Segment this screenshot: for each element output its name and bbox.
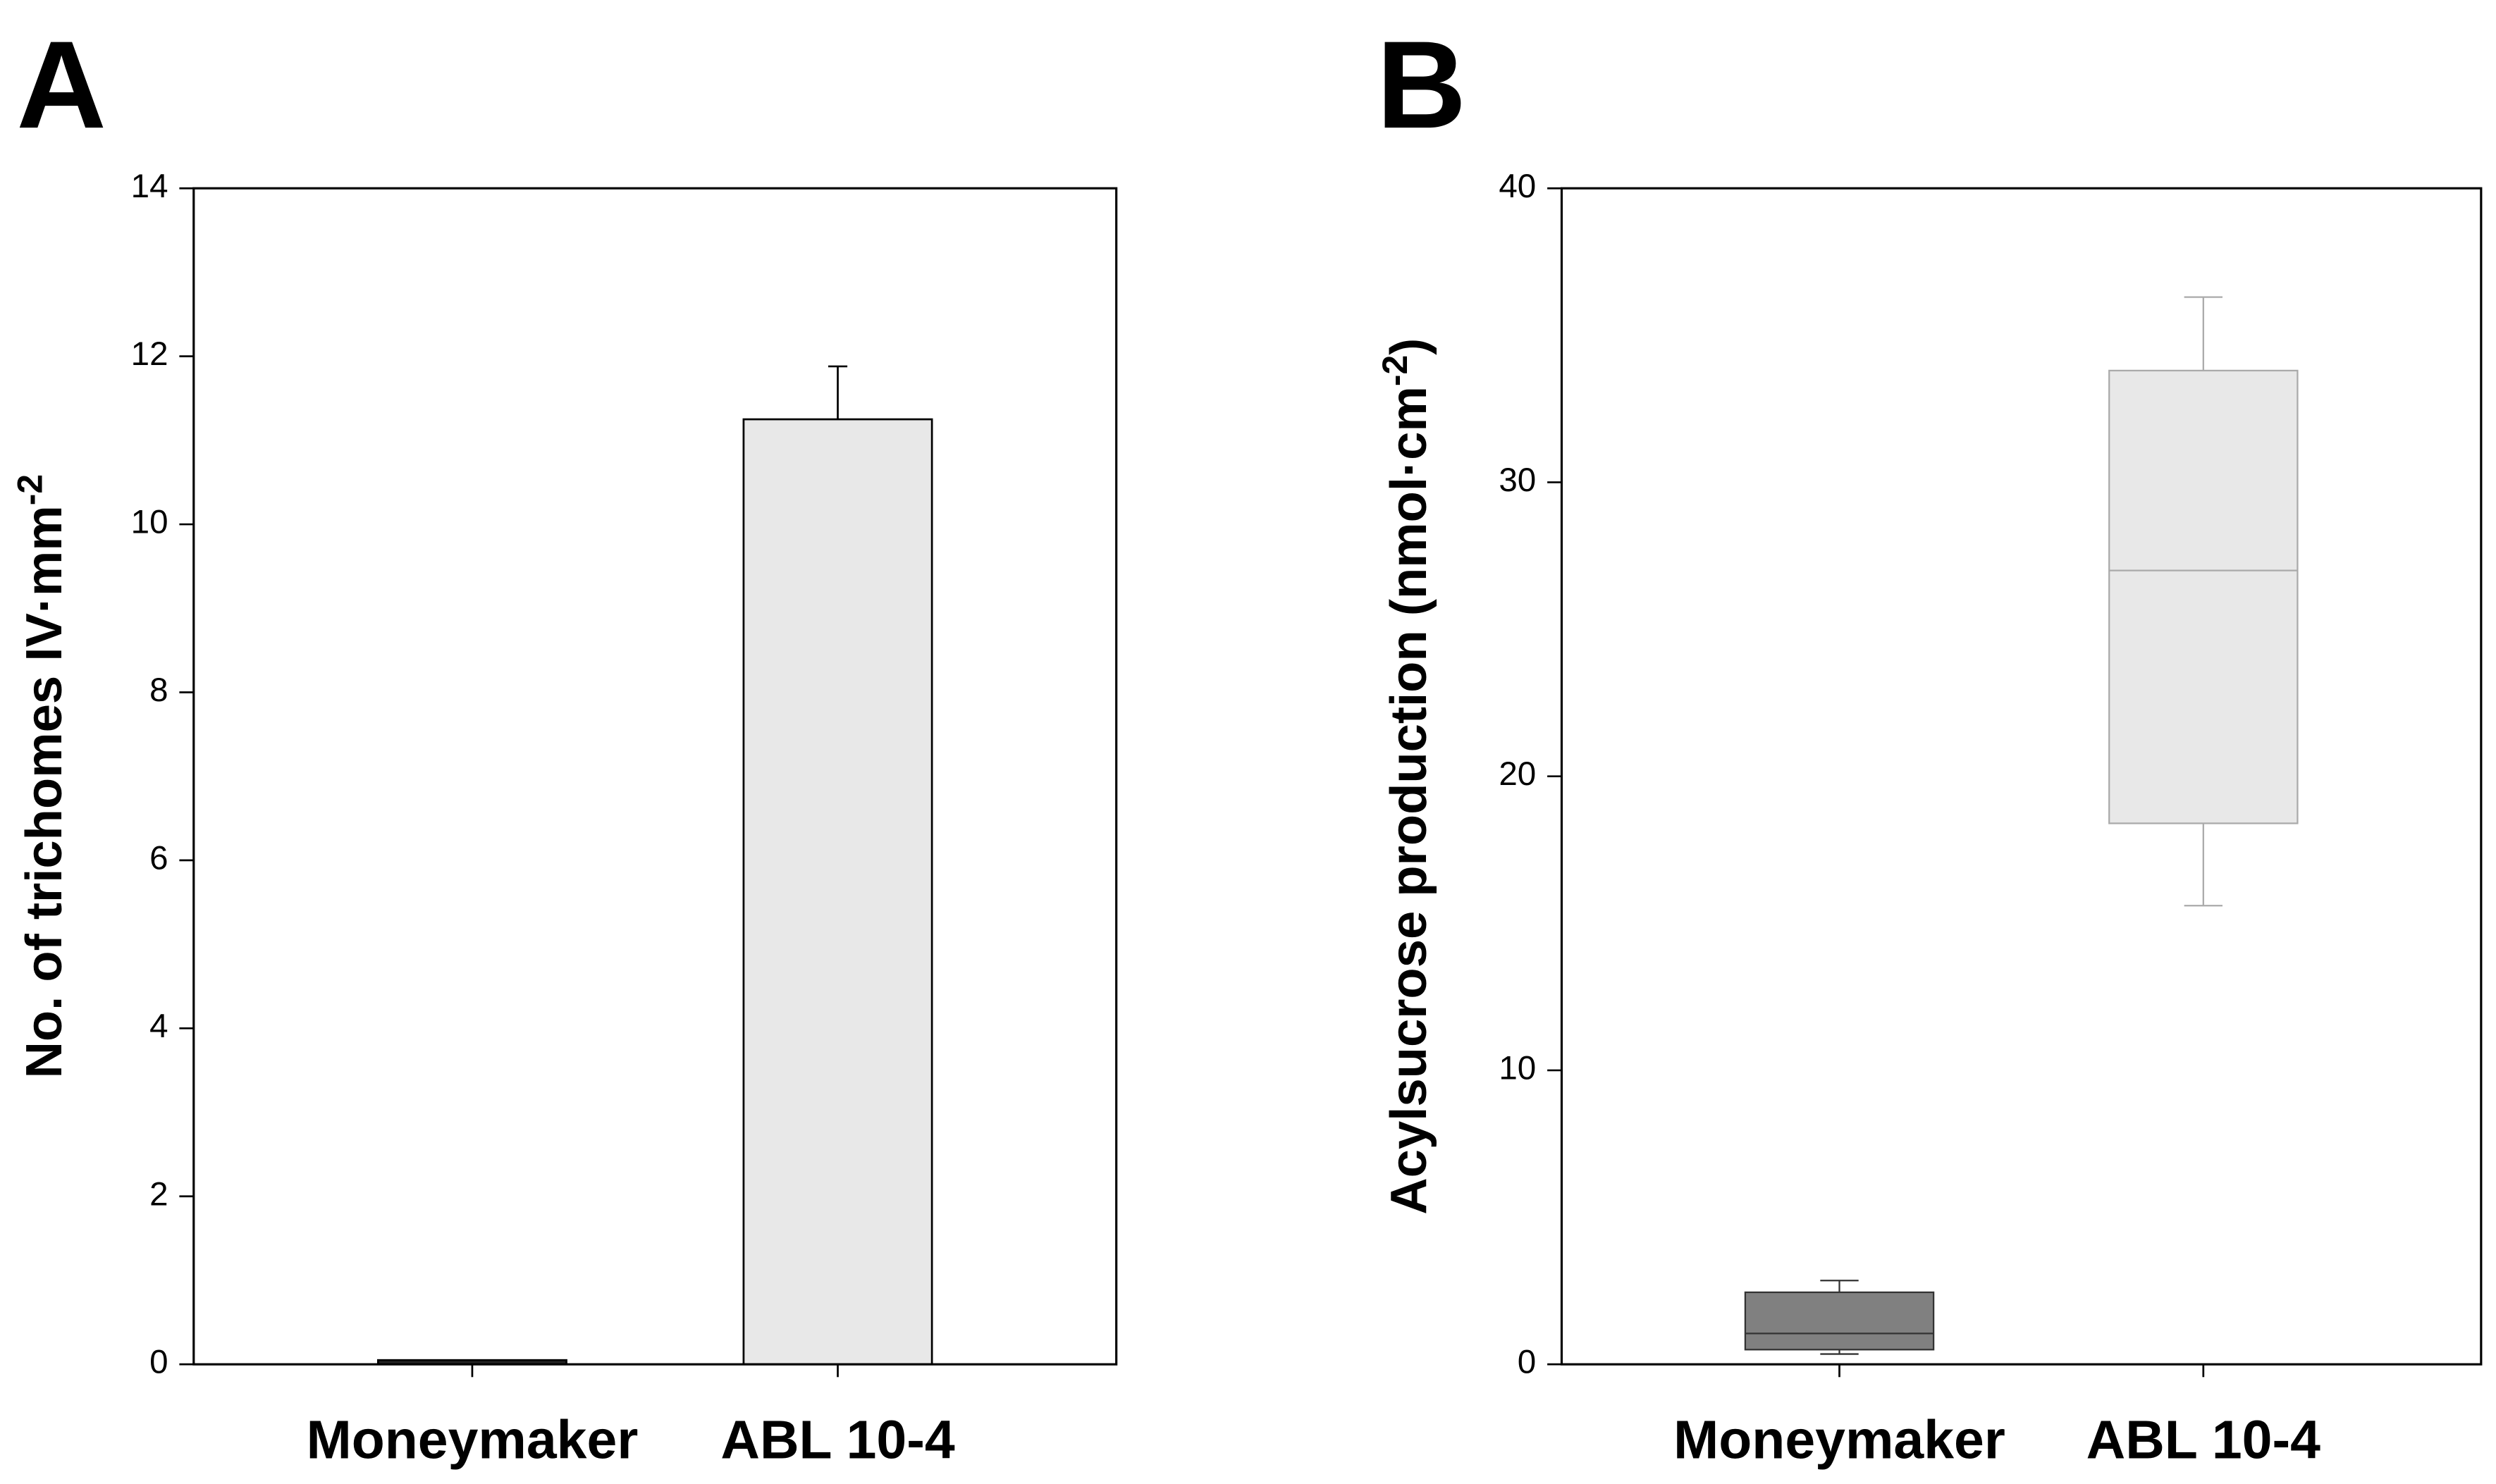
y-tick-label: 14	[131, 168, 168, 205]
y-tick-label: 6	[149, 839, 168, 877]
x-tick-label: Moneymaker	[307, 1410, 639, 1471]
bar	[742, 418, 933, 1366]
y-label-sup: -2	[11, 474, 50, 505]
plot-frame	[1560, 187, 2483, 1366]
panel-label: B	[1377, 16, 1467, 154]
x-tick-label: Moneymaker	[1673, 1410, 2005, 1471]
y-tick-label: 10	[131, 504, 168, 541]
x-tick-label: ABL 10-4	[720, 1410, 954, 1471]
y-tick-label: 0	[149, 1344, 168, 1381]
y-tick-label: 0	[1518, 1344, 1536, 1381]
y-tick-label: 40	[1499, 168, 1536, 205]
box	[2108, 369, 2299, 824]
plot-frame	[192, 187, 1118, 1366]
box	[1744, 1291, 1935, 1351]
y-label-text: No. of trichomes IV·mm	[16, 505, 73, 1078]
y-tick-label: 10	[1499, 1049, 1536, 1087]
y-tick-label: 8	[149, 672, 168, 709]
y-tick-label: 2	[149, 1175, 168, 1213]
y-label-sup: -2	[1375, 355, 1415, 386]
y-tick-label: 4	[149, 1008, 168, 1045]
x-tick-label: ABL 10-4	[2086, 1410, 2320, 1471]
y-axis-label: Acylsucrose production (nmol·cm-2)	[1375, 338, 1437, 1215]
panel-label: A	[16, 16, 106, 154]
y-tick-label: 30	[1499, 462, 1536, 499]
y-tick-label: 20	[1499, 755, 1536, 793]
y-label-end: )	[1380, 338, 1437, 355]
y-axis-label: No. of trichomes IV·mm-2	[11, 474, 73, 1078]
y-tick-label: 12	[131, 335, 168, 373]
y-label-text: Acylsucrose production (nmol·cm	[1380, 386, 1437, 1215]
